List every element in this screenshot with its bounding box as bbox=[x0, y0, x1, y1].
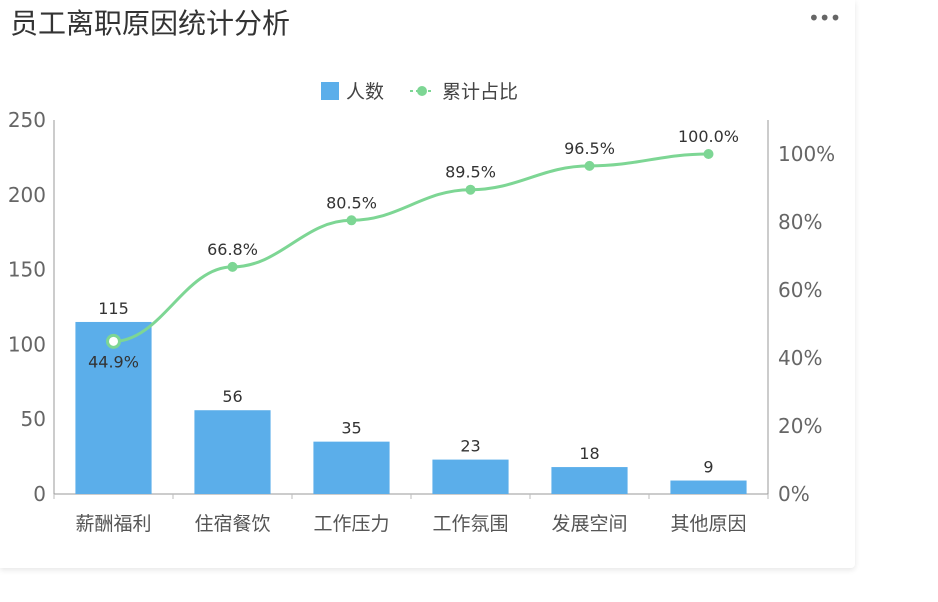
line-data-label: 89.5% bbox=[445, 163, 496, 182]
bar bbox=[432, 459, 509, 494]
page-title: 员工离职原因统计分析 bbox=[10, 7, 291, 40]
y-left-tick-label: 50 bbox=[21, 407, 46, 431]
line-point bbox=[346, 215, 357, 226]
y-left-tick-label: 0 bbox=[33, 482, 46, 506]
line-point bbox=[106, 333, 121, 349]
line-point bbox=[465, 184, 476, 195]
legend-swatch-dot bbox=[417, 86, 427, 96]
bar-data-label: 115 bbox=[98, 299, 129, 318]
x-tick-label: 工作氛围 bbox=[432, 513, 508, 535]
bar bbox=[551, 467, 628, 494]
bar-data-label: 56 bbox=[222, 387, 242, 406]
bar-data-label: 18 bbox=[579, 444, 599, 463]
bar-data-label: 35 bbox=[341, 419, 361, 438]
y-right-tick-label: 60% bbox=[778, 278, 822, 302]
x-tick-label: 住宿餐饮 bbox=[194, 513, 270, 535]
line-data-label: 100.0% bbox=[678, 127, 739, 146]
x-tick-label: 薪酬福利 bbox=[75, 513, 151, 535]
bar bbox=[670, 480, 747, 494]
bar bbox=[194, 410, 271, 494]
more-horizontal-icon[interactable]: ••• bbox=[808, 6, 841, 30]
y-right-tick-label: 20% bbox=[778, 414, 822, 438]
x-tick-label: 工作压力 bbox=[313, 513, 389, 535]
x-tick-label: 其他原因 bbox=[670, 513, 746, 535]
x-tick-label: 发展空间 bbox=[551, 513, 627, 535]
bar bbox=[75, 321, 152, 494]
y-right-tick-label: 0% bbox=[778, 482, 810, 506]
y-left-tick-label: 150 bbox=[8, 258, 46, 282]
line-point bbox=[703, 149, 714, 159]
line-data-label: 96.5% bbox=[564, 139, 615, 158]
bar-data-label: 23 bbox=[460, 437, 480, 456]
line-data-label: 44.9% bbox=[88, 352, 139, 371]
line-data-label: 80.5% bbox=[326, 193, 377, 212]
legend-swatch-bar bbox=[321, 82, 339, 100]
y-left-tick-label: 250 bbox=[8, 108, 46, 132]
legend-label-bar: 人数 bbox=[346, 81, 384, 103]
bar bbox=[313, 441, 390, 494]
y-left-tick-label: 200 bbox=[8, 183, 46, 207]
y-right-tick-label: 40% bbox=[778, 346, 822, 370]
line-point bbox=[227, 261, 238, 272]
legend-label-line: 累计占比 bbox=[442, 81, 518, 103]
y-left-tick-label: 100 bbox=[8, 332, 46, 356]
line-data-label: 66.8% bbox=[207, 240, 258, 259]
y-right-tick-label: 100% bbox=[778, 142, 835, 166]
cumulative-line bbox=[113, 152, 709, 343]
line-point bbox=[584, 160, 595, 171]
bar-data-label: 9 bbox=[703, 458, 713, 477]
y-right-tick-label: 80% bbox=[778, 210, 822, 234]
